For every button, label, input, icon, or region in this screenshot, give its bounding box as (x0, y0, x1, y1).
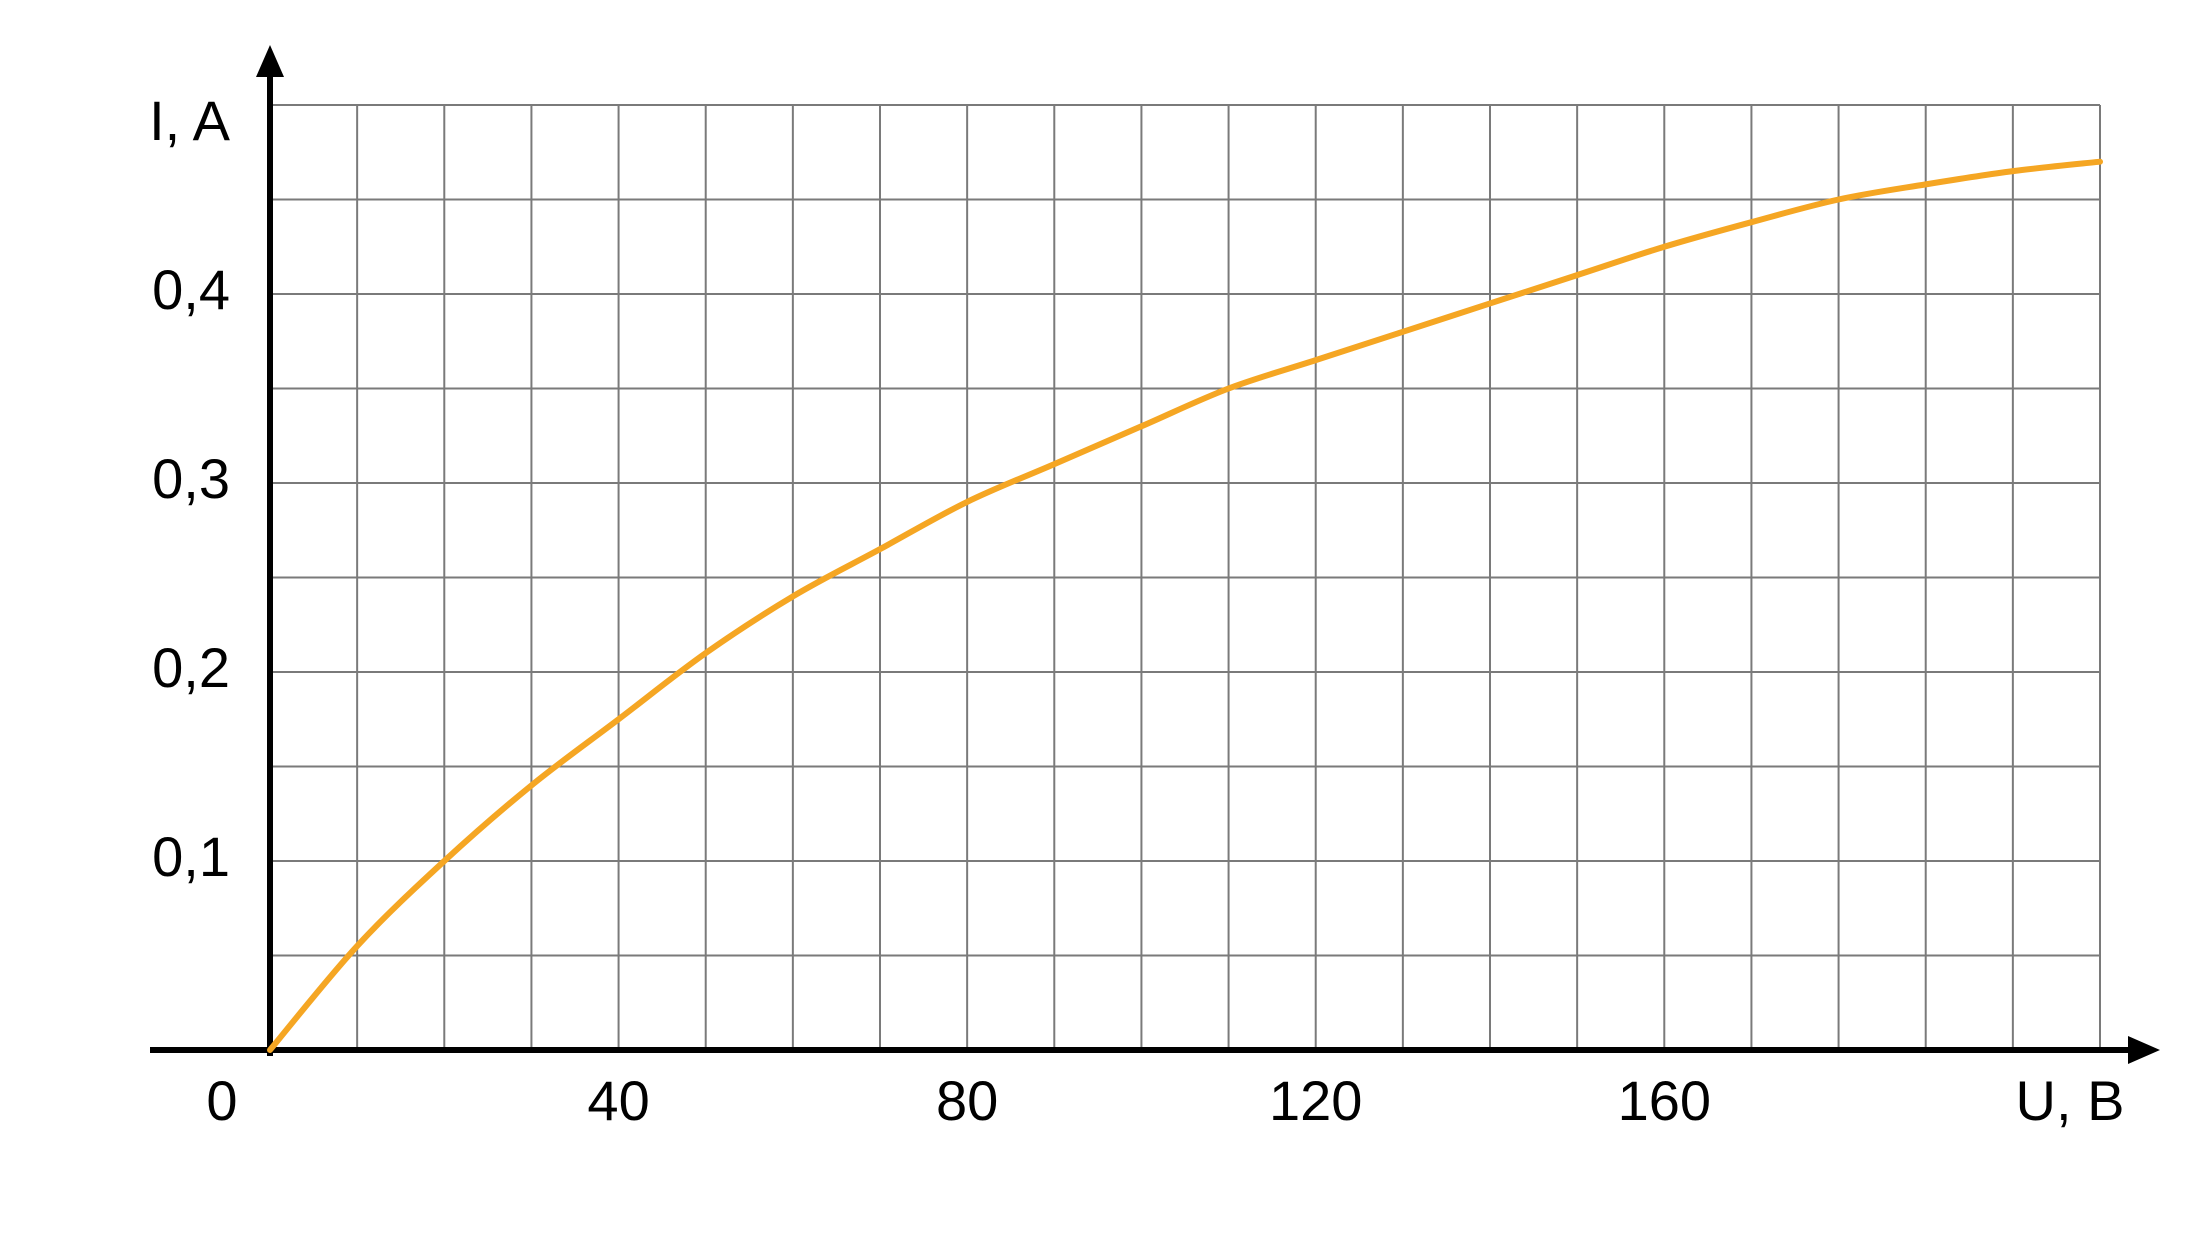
chart-container: 0 40 80 120 160 U, B 0,1 0,2 0,3 0,4 I, A (0, 0, 2188, 1244)
x-tick-label: 120 (1269, 1069, 1362, 1132)
x-tick-label: 160 (1618, 1069, 1711, 1132)
y-tick-label: 0,3 (152, 447, 230, 510)
y-tick-label: 0,2 (152, 636, 230, 699)
y-axis-label: I, A (149, 89, 231, 152)
iv-curve-chart: 0 40 80 120 160 U, B 0,1 0,2 0,3 0,4 I, A (0, 0, 2188, 1244)
x-tick-label: 40 (587, 1069, 649, 1132)
y-tick-label: 0,1 (152, 825, 230, 888)
x-axis-label: U, B (2016, 1069, 2125, 1132)
x-tick-label: 80 (936, 1069, 998, 1132)
y-tick-label: 0,4 (152, 258, 230, 321)
origin-label: 0 (206, 1069, 237, 1132)
